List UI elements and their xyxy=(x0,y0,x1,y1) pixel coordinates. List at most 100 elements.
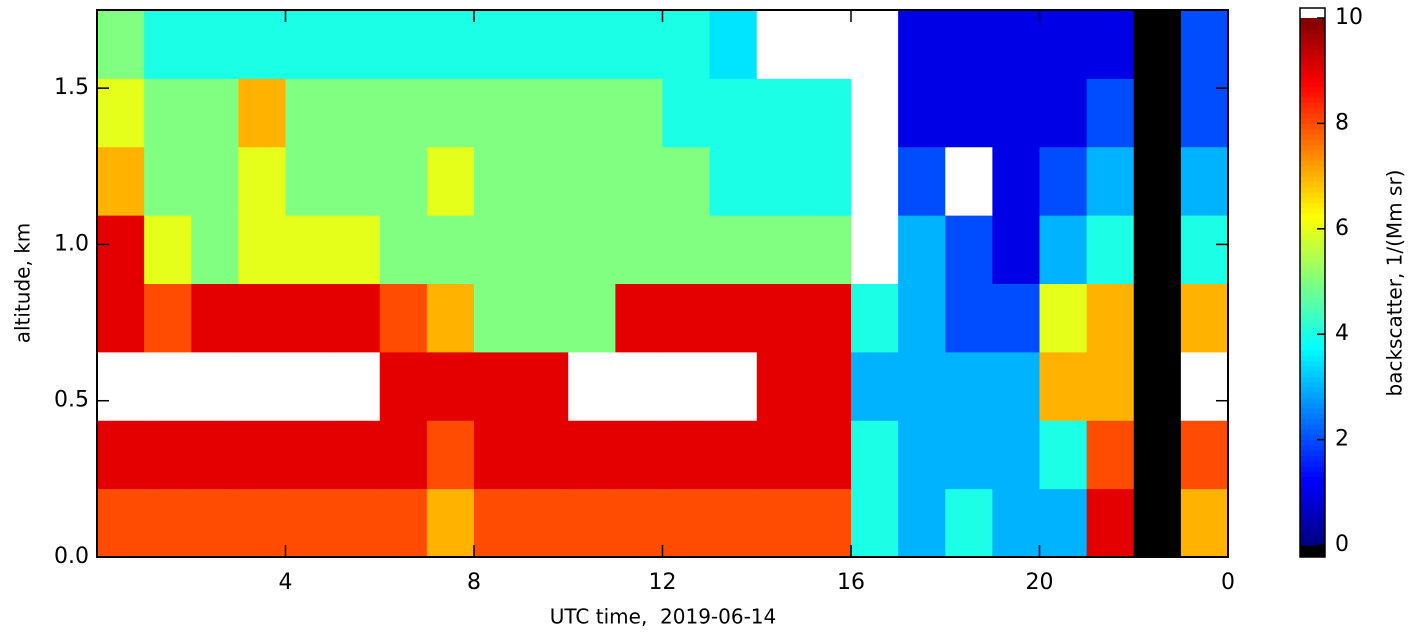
heatmap-cell xyxy=(615,215,663,284)
colorbar-slice xyxy=(1300,439,1325,446)
colorbar-slice xyxy=(1300,397,1325,404)
heatmap-cell xyxy=(379,10,428,79)
colorbar-slice xyxy=(1300,539,1325,546)
heatmap-cell xyxy=(191,215,239,284)
colorbar-slice xyxy=(1300,54,1325,61)
colorbar-slice xyxy=(1300,402,1325,409)
heatmap-cell xyxy=(379,78,428,148)
heatmap-cell xyxy=(1086,10,1135,79)
heatmap-cell xyxy=(851,78,899,148)
colorbar-slice xyxy=(1300,492,1325,499)
heatmap-cell xyxy=(379,215,428,284)
heatmap-cell xyxy=(474,146,522,216)
colorbar-slice xyxy=(1300,197,1325,204)
colorbar-slice xyxy=(1300,223,1325,230)
colorbar-slice xyxy=(1300,112,1325,119)
colorbar-slice xyxy=(1300,286,1325,293)
colorbar-slice xyxy=(1300,481,1325,488)
heatmap-cell xyxy=(945,78,993,148)
heatmap-cell xyxy=(898,420,946,490)
heatmap-cell xyxy=(615,488,663,558)
heatmap-cell xyxy=(662,146,711,216)
heatmap-cell xyxy=(521,420,569,490)
heatmap-cell xyxy=(1039,351,1088,421)
heatmap-cell xyxy=(1086,215,1135,284)
colorbar-over xyxy=(1300,8,1325,18)
heatmap-cell xyxy=(285,215,334,284)
heatmap-cell xyxy=(1180,351,1229,421)
colorbar-slice xyxy=(1300,176,1325,182)
heatmap-cell xyxy=(851,10,899,79)
heatmap-cell xyxy=(615,146,663,216)
colorbar-slice xyxy=(1300,318,1325,325)
heatmap-cell xyxy=(568,146,616,216)
heatmap-cell xyxy=(1180,215,1229,284)
heatmap-cell xyxy=(992,488,1040,558)
colorbar-slice xyxy=(1300,423,1325,430)
heatmap-cell xyxy=(992,283,1040,353)
y-tick-label: 1.5 xyxy=(54,75,89,100)
heatmap-cell xyxy=(1086,146,1135,216)
colorbar-slice xyxy=(1300,523,1325,530)
colorbar-slice xyxy=(1300,91,1325,98)
heatmap-cell xyxy=(474,283,522,353)
heatmap-cell xyxy=(851,146,899,216)
heatmap-cell xyxy=(945,488,993,558)
heatmap-cell xyxy=(426,283,475,353)
heatmap-cell xyxy=(568,215,616,284)
colorbar-tick-label: 8 xyxy=(1335,110,1349,135)
colorbar-slice xyxy=(1300,255,1325,262)
colorbar-slice xyxy=(1300,160,1325,167)
heatmap-cell xyxy=(662,488,711,558)
heatmap-cell xyxy=(238,351,286,421)
heatmap-cell xyxy=(144,488,192,558)
colorbar-slice xyxy=(1300,165,1325,172)
heatmap-cell xyxy=(662,283,711,353)
heatmap-cell xyxy=(851,283,899,353)
heatmap-cell xyxy=(144,215,192,284)
heatmap-cell xyxy=(379,283,428,353)
colorbar-slice xyxy=(1300,81,1325,88)
heatmap-cell xyxy=(285,146,334,216)
x-tick-label: 0 xyxy=(1221,570,1235,595)
heatmap-cell xyxy=(851,215,899,284)
colorbar-slice xyxy=(1300,239,1325,246)
heatmap-cell xyxy=(332,78,381,148)
colorbar-slice xyxy=(1300,97,1325,103)
heatmap-cell xyxy=(97,215,145,284)
heatmap-cell xyxy=(97,351,145,421)
heatmap-cell xyxy=(1133,146,1182,216)
heatmap-cell xyxy=(709,10,758,79)
heatmap-cell xyxy=(756,78,805,148)
heatmap-cell xyxy=(1133,420,1182,490)
heatmap-cell xyxy=(945,283,993,353)
colorbar-slice xyxy=(1300,49,1325,56)
heatmap-cell xyxy=(709,488,758,558)
colorbar-slice xyxy=(1300,302,1325,309)
colorbar-slice xyxy=(1300,460,1325,467)
heatmap-cell xyxy=(521,215,569,284)
colorbar-slice xyxy=(1300,413,1325,420)
heatmap-cell xyxy=(1039,215,1088,284)
heatmap-cell xyxy=(709,146,758,216)
heatmap-cell xyxy=(97,10,145,79)
colorbar-slice xyxy=(1300,297,1325,304)
colorbar-slice xyxy=(1300,265,1325,272)
heatmap-cell xyxy=(238,420,286,490)
heatmap-cell xyxy=(992,351,1040,421)
x-tick-label: 12 xyxy=(649,570,677,595)
x-tick-label: 20 xyxy=(1026,570,1054,595)
heatmap-cell xyxy=(97,420,145,490)
colorbar-slice xyxy=(1300,518,1325,525)
heatmap-cell xyxy=(898,10,946,79)
heatmap-cell xyxy=(756,283,805,353)
x-tick-label: 8 xyxy=(467,570,481,595)
heatmap-cell xyxy=(521,283,569,353)
colorbar-slice xyxy=(1300,33,1325,40)
heatmap-cell xyxy=(1039,420,1088,490)
colorbar-slice xyxy=(1300,487,1325,493)
colorbar-slice xyxy=(1300,234,1325,240)
colorbar-slice xyxy=(1300,429,1325,435)
heatmap-cell xyxy=(238,488,286,558)
heatmap-cell xyxy=(662,420,711,490)
